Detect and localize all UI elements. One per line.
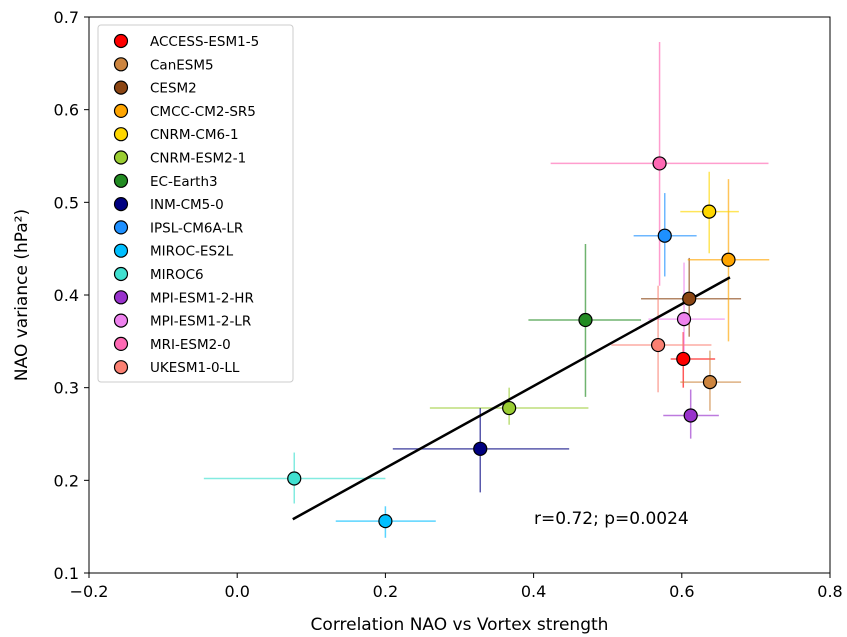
data-point: [702, 375, 718, 390]
data-point: [683, 408, 698, 423]
legend-marker: [113, 103, 129, 119]
legend-marker: [113, 266, 129, 282]
legend-marker: [113, 243, 129, 258]
legend-label: UKESM1-0-LL: [150, 360, 240, 376]
legend-marker: [113, 220, 129, 235]
data-point: [721, 252, 736, 267]
y-axis-ticks: 0.1 0.2 0.3 0.4 0.5 0.6 0.7: [54, 8, 89, 583]
x-tick-label: 0.6: [669, 582, 694, 601]
legend-marker: [113, 33, 129, 49]
legend-label: CNRM-ESM2-1: [150, 151, 246, 167]
legend-marker: [113, 313, 129, 328]
legend-label: EC-Earth3: [150, 174, 218, 190]
data-point: [502, 400, 517, 416]
legend-label: CESM2: [150, 81, 197, 97]
legend-frame: [97, 24, 294, 383]
y-tick-label: 0.1: [54, 564, 79, 583]
legend-label: ACCESS-ESM1-5: [150, 34, 259, 50]
legend-marker: [113, 173, 129, 188]
legend-marker: [113, 290, 129, 305]
y-tick-label: 0.7: [54, 8, 79, 27]
x-tick-label: 0.0: [224, 582, 249, 601]
data-point: [676, 351, 691, 367]
x-tick-label: 0.8: [817, 582, 842, 601]
y-axis-label: NAO variance (hPa²): [12, 209, 32, 381]
legend-marker: [113, 197, 129, 212]
legend-label: CanESM5: [150, 57, 214, 73]
x-tick-label: 0.2: [373, 582, 398, 601]
regression-line: [292, 276, 731, 521]
legend-marker: [113, 150, 129, 165]
legend-label: CMCC-CM2-SR5: [150, 104, 256, 120]
y-tick-label: 0.4: [54, 286, 79, 305]
data-points: [287, 156, 736, 529]
legend-marker: [113, 57, 129, 72]
data-point: [473, 441, 488, 456]
legend-label: MRI-ESM2-0: [150, 337, 231, 353]
legend-label: MIROC-ES2L: [150, 244, 234, 260]
legend-label: CNRM-CM6-1: [150, 127, 239, 143]
legend-marker: [113, 127, 129, 142]
legend-marker: [113, 360, 129, 375]
data-point: [676, 311, 692, 327]
x-axis-ticks: −0.2 0.0 0.2 0.4 0.6 0.8: [70, 573, 843, 601]
legend-label: INM-CM5-0: [150, 197, 224, 213]
x-tick-label: 0.4: [521, 582, 546, 601]
data-point: [287, 471, 302, 486]
data-point: [657, 228, 672, 243]
x-tick-label: −0.2: [70, 582, 109, 601]
data-point: [378, 514, 393, 529]
y-tick-label: 0.2: [54, 471, 79, 490]
data-point: [682, 291, 697, 306]
legend: ACCESS-ESM1-5 CanESM5 CESM2 CMCC-CM2-SR5 CNR…: [97, 24, 294, 383]
data-point: [652, 156, 667, 171]
legend-label: MPI-ESM1-2-LR: [150, 314, 251, 330]
y-tick-label: 0.3: [54, 379, 79, 398]
x-axis-label: Correlation NAO vs Vortex strength: [311, 615, 609, 635]
legend-marker: [113, 80, 129, 95]
regression-line-group: [292, 276, 731, 521]
data-point: [578, 312, 593, 328]
y-tick-label: 0.5: [54, 193, 79, 212]
legend-label: MPI-ESM1-2-HR: [150, 290, 254, 306]
y-tick-label: 0.6: [54, 101, 79, 120]
correlation-annotation: r=0.72; p=0.0024: [534, 509, 689, 529]
data-point: [702, 204, 717, 219]
data-point: [650, 337, 666, 353]
legend-marker: [113, 336, 129, 351]
legend-label: IPSL-CM6A-LR: [150, 220, 243, 236]
legend-label: MIROC6: [150, 267, 204, 283]
